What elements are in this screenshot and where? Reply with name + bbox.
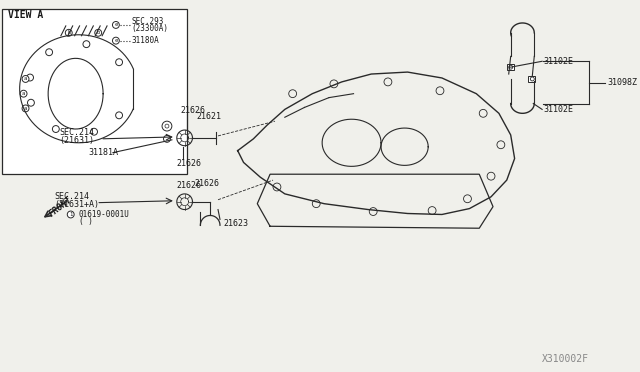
Text: (23300A): (23300A) bbox=[132, 24, 168, 33]
Text: 01619-0001U: 01619-0001U bbox=[79, 210, 129, 219]
Circle shape bbox=[65, 29, 72, 36]
Text: 31181A: 31181A bbox=[88, 148, 118, 157]
Text: (21631): (21631) bbox=[59, 136, 94, 145]
Text: e: e bbox=[115, 38, 118, 43]
Bar bbox=[529, 76, 535, 82]
Text: 1: 1 bbox=[69, 212, 72, 217]
Bar bbox=[507, 64, 514, 70]
Text: b: b bbox=[97, 30, 100, 35]
Circle shape bbox=[22, 105, 29, 112]
Text: 31102E: 31102E bbox=[543, 57, 573, 66]
Circle shape bbox=[20, 90, 27, 97]
Text: VIEW A: VIEW A bbox=[8, 10, 43, 20]
Circle shape bbox=[163, 135, 170, 142]
Text: 21626: 21626 bbox=[180, 106, 205, 115]
Text: 31180A: 31180A bbox=[132, 36, 159, 45]
Text: e: e bbox=[115, 22, 118, 28]
Circle shape bbox=[22, 76, 29, 82]
Text: SEC.293: SEC.293 bbox=[132, 17, 164, 26]
Text: X310002F: X310002F bbox=[542, 354, 589, 364]
Text: 21621: 21621 bbox=[196, 112, 221, 121]
Circle shape bbox=[95, 29, 102, 36]
Bar bbox=[2, 9, 187, 174]
Text: 21626: 21626 bbox=[195, 179, 220, 187]
Text: a: a bbox=[22, 91, 25, 96]
Text: 31098Z: 31098Z bbox=[607, 78, 637, 87]
Text: a: a bbox=[24, 77, 27, 81]
Circle shape bbox=[113, 22, 119, 28]
Text: 21626: 21626 bbox=[177, 159, 202, 168]
Text: FRONT: FRONT bbox=[47, 195, 74, 218]
Text: ( ): ( ) bbox=[79, 217, 92, 226]
Text: SEC.214: SEC.214 bbox=[59, 128, 94, 138]
Text: a: a bbox=[24, 106, 27, 111]
Circle shape bbox=[113, 37, 119, 44]
Text: 21623: 21623 bbox=[224, 219, 249, 228]
Text: (21631+A): (21631+A) bbox=[54, 200, 99, 209]
Circle shape bbox=[67, 211, 74, 218]
Text: SEC.214: SEC.214 bbox=[54, 192, 89, 201]
Text: b: b bbox=[67, 30, 70, 35]
Text: 31102E: 31102E bbox=[543, 105, 573, 114]
Text: 21626: 21626 bbox=[177, 182, 202, 190]
